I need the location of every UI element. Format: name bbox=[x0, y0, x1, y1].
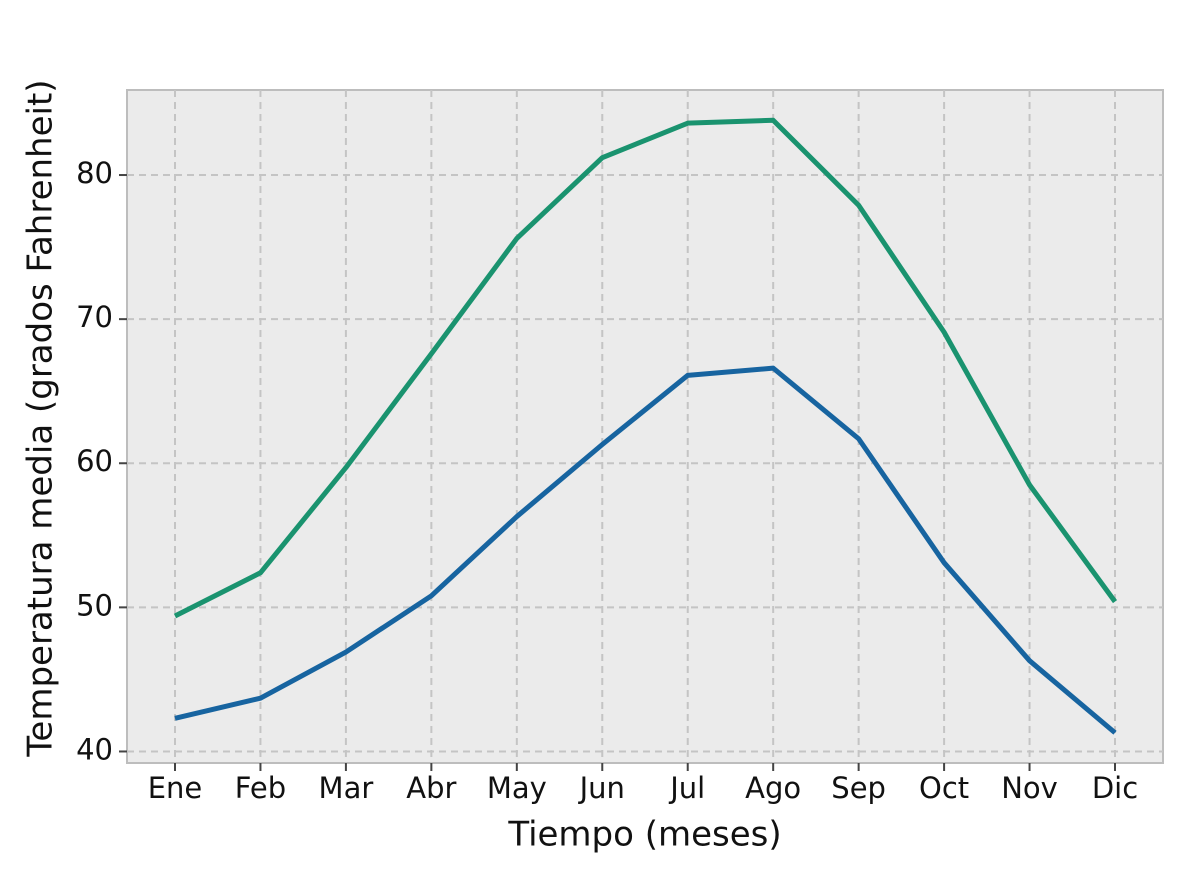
marks bbox=[173, 117, 1118, 735]
x-tick-label: Mar bbox=[319, 771, 374, 805]
x-tick-label: Ago bbox=[745, 771, 801, 805]
x-axis-label: Tiempo (meses) bbox=[507, 815, 781, 855]
y-tick-label: 70 bbox=[76, 300, 113, 334]
plot-area bbox=[126, 89, 1164, 764]
x-tick-label: Nov bbox=[1001, 771, 1058, 805]
line bbox=[173, 117, 1118, 619]
x-tick-label: Dic bbox=[1092, 771, 1138, 805]
y-tick-label: 40 bbox=[76, 732, 113, 766]
x-tick-label: Jun bbox=[578, 771, 625, 805]
x-tick-label: Abr bbox=[406, 771, 456, 805]
x-tick-label: Sep bbox=[831, 771, 886, 805]
line bbox=[174, 365, 1117, 735]
y-axis-label: Temperatura media (grados Fahrenheit) bbox=[21, 79, 61, 757]
y-tick-label: 50 bbox=[76, 588, 113, 622]
x-tick-label: Jul bbox=[668, 771, 705, 805]
x-tick-label: Ene bbox=[148, 771, 203, 805]
x-tick-label: May bbox=[487, 771, 547, 805]
y-tick-label: 80 bbox=[76, 156, 113, 190]
x-tick-label: Feb bbox=[235, 771, 286, 805]
x-tick-label: Oct bbox=[919, 771, 969, 805]
y-tick-label: 60 bbox=[76, 444, 113, 478]
grid bbox=[127, 90, 1163, 763]
